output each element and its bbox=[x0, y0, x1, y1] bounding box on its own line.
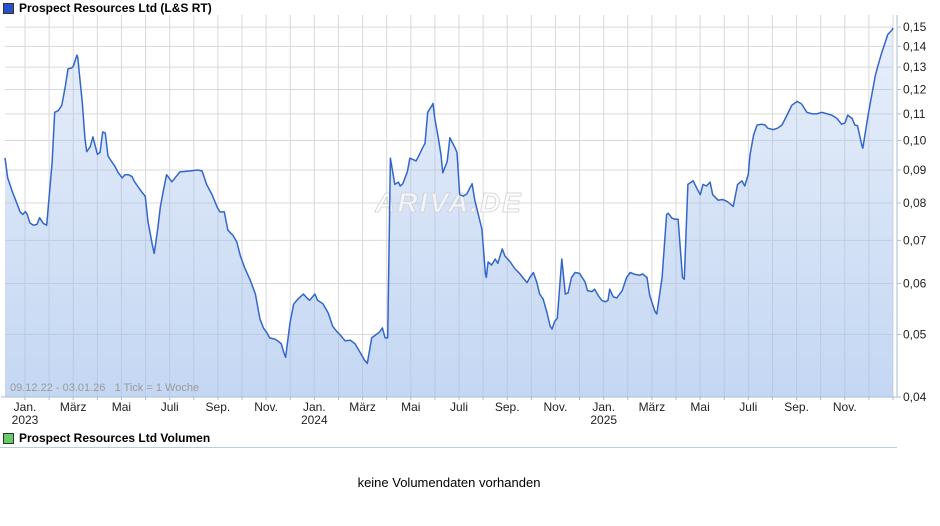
svg-text:0,13: 0,13 bbox=[903, 60, 927, 74]
svg-text:0,11: 0,11 bbox=[903, 107, 926, 121]
svg-text:0,15: 0,15 bbox=[903, 20, 927, 34]
volume-legend-swatch bbox=[3, 432, 14, 444]
svg-text:0,10: 0,10 bbox=[903, 134, 927, 148]
volume-panel-divider bbox=[0, 447, 897, 448]
svg-text:0,12: 0,12 bbox=[903, 83, 927, 97]
svg-text:Jan.: Jan. bbox=[303, 400, 326, 414]
svg-text:März: März bbox=[60, 400, 87, 414]
price-legend-label: Prospect Resources Ltd (L&S RT) bbox=[19, 1, 212, 15]
svg-text:2023: 2023 bbox=[12, 413, 39, 427]
svg-text:Nov.: Nov. bbox=[544, 400, 568, 414]
svg-text:Sep.: Sep. bbox=[784, 400, 809, 414]
svg-text:2024: 2024 bbox=[301, 413, 328, 427]
date-range-note: 09.12.22 - 03.01.26 1 Tick = 1 Woche bbox=[10, 382, 200, 394]
svg-text:0,09: 0,09 bbox=[903, 163, 927, 177]
svg-text:0,07: 0,07 bbox=[903, 233, 927, 247]
price-legend-swatch bbox=[3, 2, 14, 14]
price-legend: Prospect Resources Ltd (L&S RT) bbox=[3, 1, 212, 15]
watermark: ARIVA.DE bbox=[374, 187, 523, 218]
svg-text:0,06: 0,06 bbox=[903, 277, 927, 291]
svg-text:Nov.: Nov. bbox=[254, 400, 278, 414]
svg-text:Juli: Juli bbox=[161, 400, 179, 414]
svg-text:Juli: Juli bbox=[450, 400, 468, 414]
svg-text:Mai: Mai bbox=[401, 400, 420, 414]
volume-legend: Prospect Resources Ltd Volumen bbox=[3, 431, 210, 445]
svg-text:Juli: Juli bbox=[739, 400, 757, 414]
svg-text:März: März bbox=[349, 400, 376, 414]
svg-text:Jan.: Jan. bbox=[592, 400, 615, 414]
svg-text:Sep.: Sep. bbox=[495, 400, 520, 414]
no-volume-message: keine Volumendaten vorhanden bbox=[357, 475, 541, 490]
svg-text:0,14: 0,14 bbox=[903, 39, 927, 53]
svg-text:0,08: 0,08 bbox=[903, 196, 927, 210]
svg-text:0,05: 0,05 bbox=[903, 328, 927, 342]
svg-text:März: März bbox=[639, 400, 666, 414]
svg-text:Nov.: Nov. bbox=[833, 400, 857, 414]
svg-text:2025: 2025 bbox=[590, 413, 617, 427]
svg-text:Mai: Mai bbox=[112, 400, 131, 414]
svg-text:0,04: 0,04 bbox=[903, 390, 927, 404]
svg-text:Sep.: Sep. bbox=[206, 400, 231, 414]
svg-text:Jan.: Jan. bbox=[14, 400, 37, 414]
price-chart-svg: ARIVA.DE 0,15 0,14 0,13 0,12 0,11 0,10 0,09 0,08… bbox=[1, 15, 927, 427]
volume-legend-label: Prospect Resources Ltd Volumen bbox=[19, 431, 211, 445]
svg-text:Mai: Mai bbox=[690, 400, 709, 414]
